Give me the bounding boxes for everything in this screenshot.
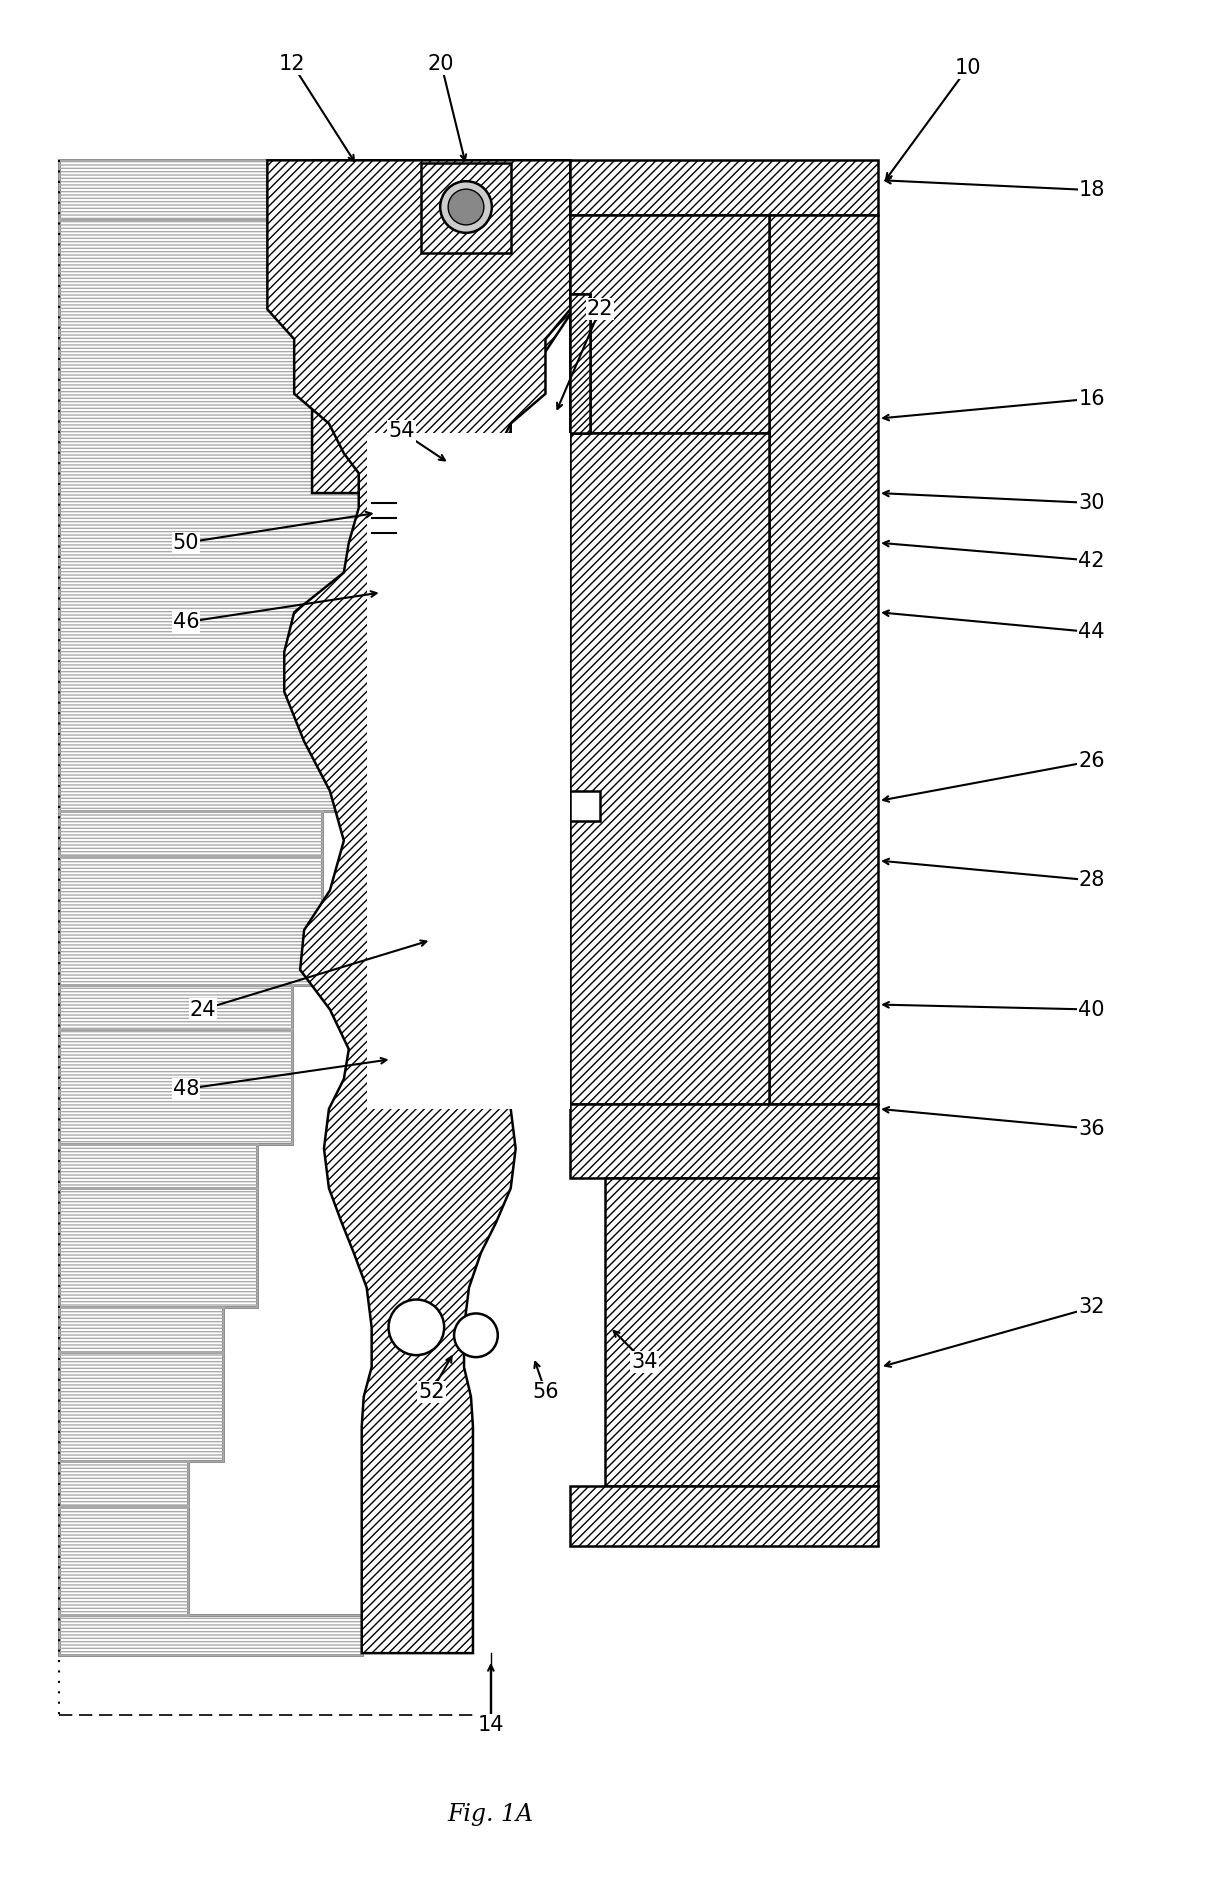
Bar [367, 434, 571, 1109]
Bar [59, 1030, 292, 1144]
Text: 18: 18 [1079, 180, 1106, 201]
Text: 40: 40 [1079, 1000, 1106, 1020]
Text: 32: 32 [1079, 1298, 1106, 1317]
Bar [59, 1616, 362, 1655]
Bar [59, 160, 362, 220]
Bar [571, 791, 600, 821]
Bar [59, 220, 362, 812]
Circle shape [389, 1300, 444, 1355]
Bar [421, 163, 510, 252]
Text: 16: 16 [1079, 389, 1106, 410]
Circle shape [448, 190, 483, 225]
Bar [59, 985, 292, 1030]
Bar [59, 985, 292, 1030]
Bar [571, 434, 769, 1103]
Polygon shape [312, 160, 571, 492]
Bar [59, 1616, 362, 1655]
Bar [571, 295, 590, 434]
Bar [59, 1507, 188, 1616]
Text: 22: 22 [587, 299, 614, 319]
Bar [59, 1462, 188, 1507]
Text: 14: 14 [477, 1716, 504, 1734]
Bar [59, 855, 321, 985]
Bar [59, 1188, 258, 1308]
Text: 30: 30 [1079, 492, 1106, 513]
Bar [571, 160, 879, 214]
Bar [59, 1507, 188, 1616]
Circle shape [454, 1313, 498, 1357]
Bar [59, 1144, 258, 1188]
Text: 34: 34 [632, 1353, 658, 1372]
Polygon shape [267, 160, 571, 1654]
Text: 54: 54 [388, 421, 415, 442]
Text: 20: 20 [428, 54, 454, 73]
Bar [59, 1030, 292, 1144]
Bar [59, 220, 362, 812]
Bar [769, 214, 879, 1103]
Bar [59, 1353, 222, 1462]
Bar [571, 214, 769, 434]
Bar [59, 1308, 222, 1353]
Bar [59, 1308, 222, 1353]
Bar [571, 295, 590, 434]
Text: 26: 26 [1079, 752, 1106, 770]
Text: 50: 50 [173, 534, 199, 552]
Text: 42: 42 [1079, 551, 1106, 571]
Text: 10: 10 [955, 58, 980, 77]
Text: 36: 36 [1079, 1118, 1106, 1139]
Bar [59, 1144, 258, 1188]
Bar [59, 1353, 222, 1462]
Bar [59, 812, 321, 855]
Text: 46: 46 [173, 613, 199, 631]
Text: 24: 24 [189, 1000, 216, 1020]
Bar [59, 160, 362, 220]
Text: 28: 28 [1079, 870, 1106, 891]
Text: 12: 12 [279, 54, 306, 73]
Bar [59, 1188, 258, 1308]
Bar [571, 1103, 879, 1178]
Bar [59, 1462, 188, 1507]
Bar [605, 1178, 879, 1486]
Text: 56: 56 [533, 1381, 558, 1402]
Text: Fig. 1A: Fig. 1A [448, 1802, 534, 1826]
Bar [59, 855, 321, 985]
Text: 44: 44 [1079, 622, 1106, 643]
Bar [571, 1486, 879, 1546]
Circle shape [440, 180, 492, 233]
Text: 48: 48 [173, 1079, 199, 1099]
Text: 52: 52 [418, 1381, 444, 1402]
Bar [59, 812, 321, 855]
